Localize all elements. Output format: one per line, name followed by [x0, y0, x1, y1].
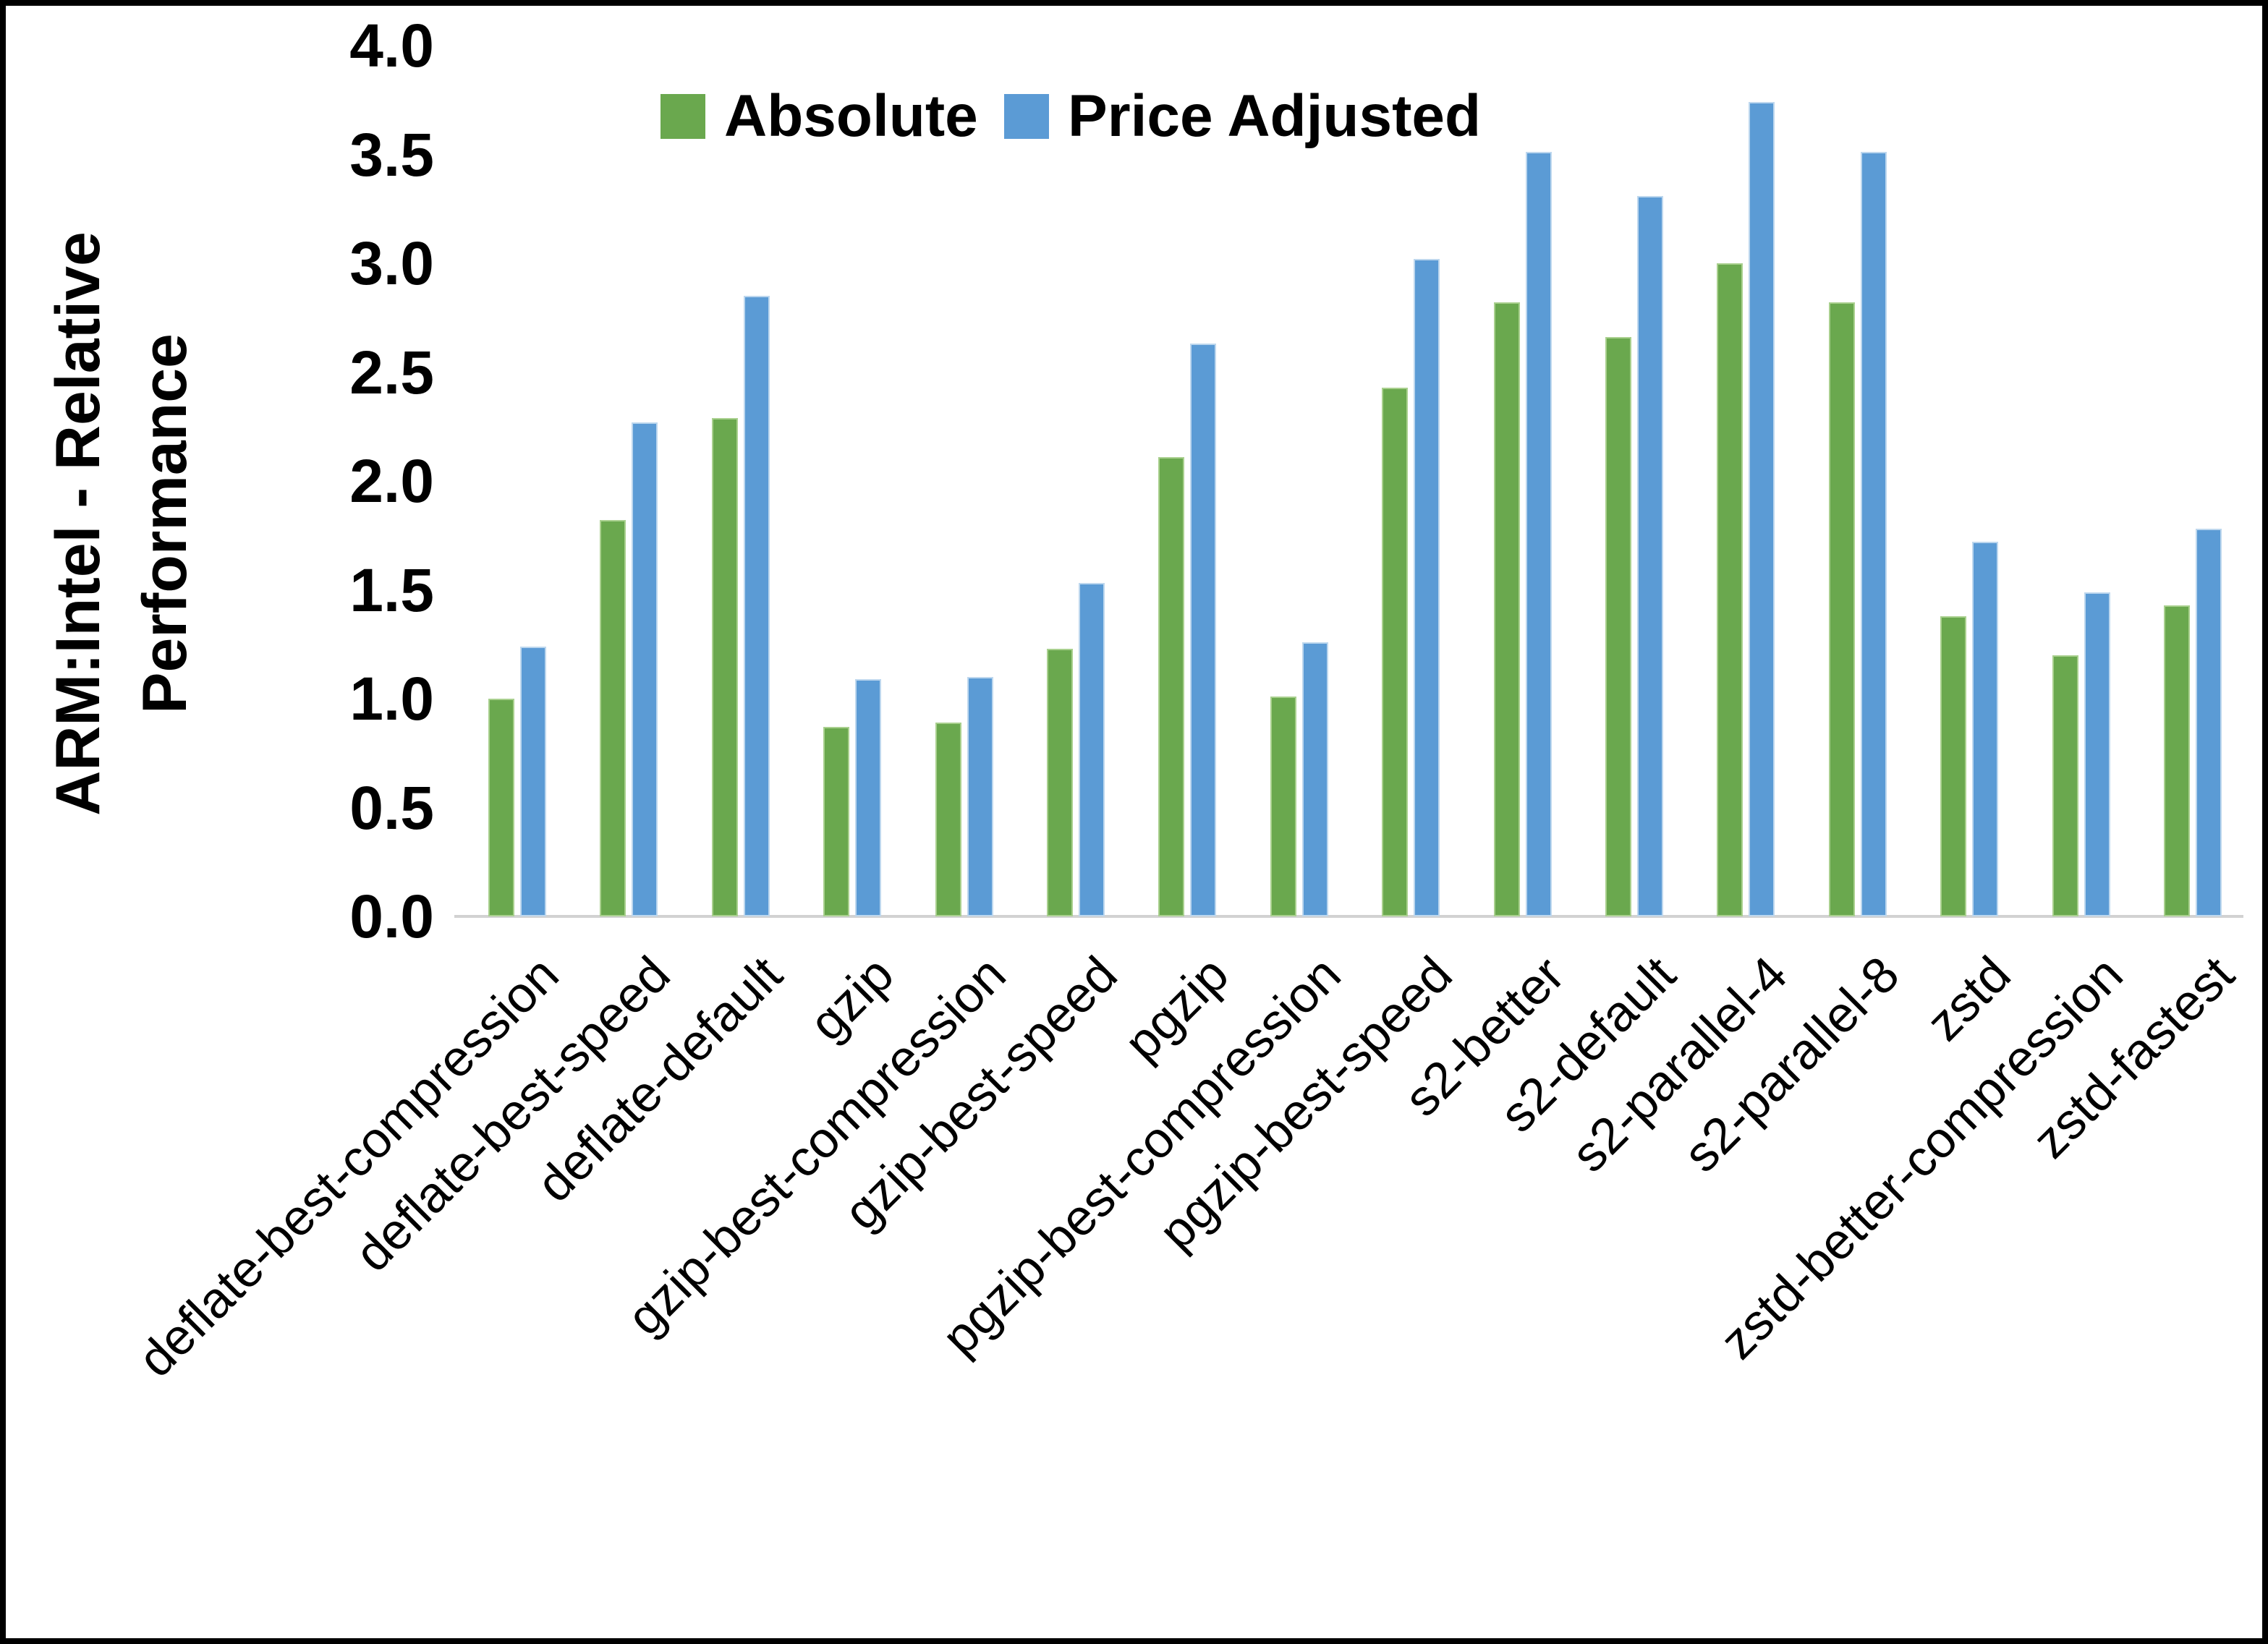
y-tick-label: 2.0: [349, 447, 434, 515]
bar-absolute-pgzip-best-compression: [1270, 697, 1296, 916]
legend-label-price-adjusted: Price Adjusted: [1068, 83, 1482, 149]
y-tick-label: 3.5: [349, 120, 434, 189]
bar-absolute-deflate-default: [712, 418, 738, 916]
bar-price-adjusted-pgzip: [1190, 344, 1216, 916]
bar-price-adjusted-zstd: [1972, 542, 1998, 916]
legend-swatch-absolute-icon: [661, 94, 705, 139]
bar-price-adjusted-gzip-best-speed: [1079, 583, 1105, 916]
bar-absolute-zstd-better-compression: [2052, 655, 2078, 916]
bar-price-adjusted-gzip: [855, 679, 881, 916]
x-axis-line: [454, 915, 2243, 918]
bar-absolute-pgzip-best-speed: [1382, 388, 1408, 916]
y-tick-label: 0.5: [349, 773, 434, 842]
bar-absolute-gzip-best-compression: [935, 723, 961, 916]
bar-price-adjusted-zstd-better-compression: [2084, 592, 2110, 916]
bar-price-adjusted-s2-parallel-4: [1749, 102, 1775, 916]
bar-absolute-deflate-best-compression: [488, 699, 514, 916]
bar-price-adjusted-s2-parallel-8: [1861, 152, 1887, 916]
y-tick-label: 2.5: [349, 338, 434, 406]
bar-absolute-s2-default: [1605, 337, 1631, 916]
bar-absolute-s2-parallel-8: [1829, 302, 1855, 916]
y-tick-label: 4.0: [349, 12, 434, 80]
bar-absolute-gzip: [823, 727, 849, 916]
bar-price-adjusted-s2-default: [1637, 196, 1663, 916]
bar-price-adjusted-deflate-best-speed: [632, 422, 658, 916]
legend-swatch-price-adjusted-icon: [1004, 94, 1049, 139]
legend-label-absolute: Absolute: [724, 83, 978, 149]
plot-area: 0.0 0.5 1.0 1.5 2.0 2.5 3.0 3.5 4.0 deflate-best-…: [6, 6, 2262, 1638]
bar-absolute-zstd-fastest: [2164, 605, 2190, 916]
bar-absolute-deflate-best-speed: [600, 520, 626, 916]
bar-price-adjusted-deflate-default: [744, 296, 770, 916]
y-tick-label: 3.0: [349, 229, 434, 297]
y-tick-label: 1.5: [349, 555, 434, 624]
y-tick-label: 0.0: [349, 882, 434, 950]
bar-absolute-s2-better: [1494, 302, 1520, 916]
bar-price-adjusted-pgzip-best-compression: [1302, 642, 1328, 916]
bar-absolute-zstd: [1940, 616, 1966, 916]
bar-absolute-s2-parallel-4: [1717, 263, 1743, 916]
bar-price-adjusted-s2-better: [1526, 152, 1552, 916]
bar-price-adjusted-pgzip-best-speed: [1414, 259, 1440, 916]
bar-price-adjusted-zstd-fastest: [2196, 529, 2222, 916]
bar-price-adjusted-gzip-best-compression: [967, 677, 993, 916]
bar-price-adjusted-deflate-best-compression: [520, 647, 546, 916]
bar-absolute-gzip-best-speed: [1047, 649, 1073, 916]
bar-absolute-pgzip: [1158, 457, 1184, 916]
y-tick-label: 1.0: [349, 665, 434, 733]
